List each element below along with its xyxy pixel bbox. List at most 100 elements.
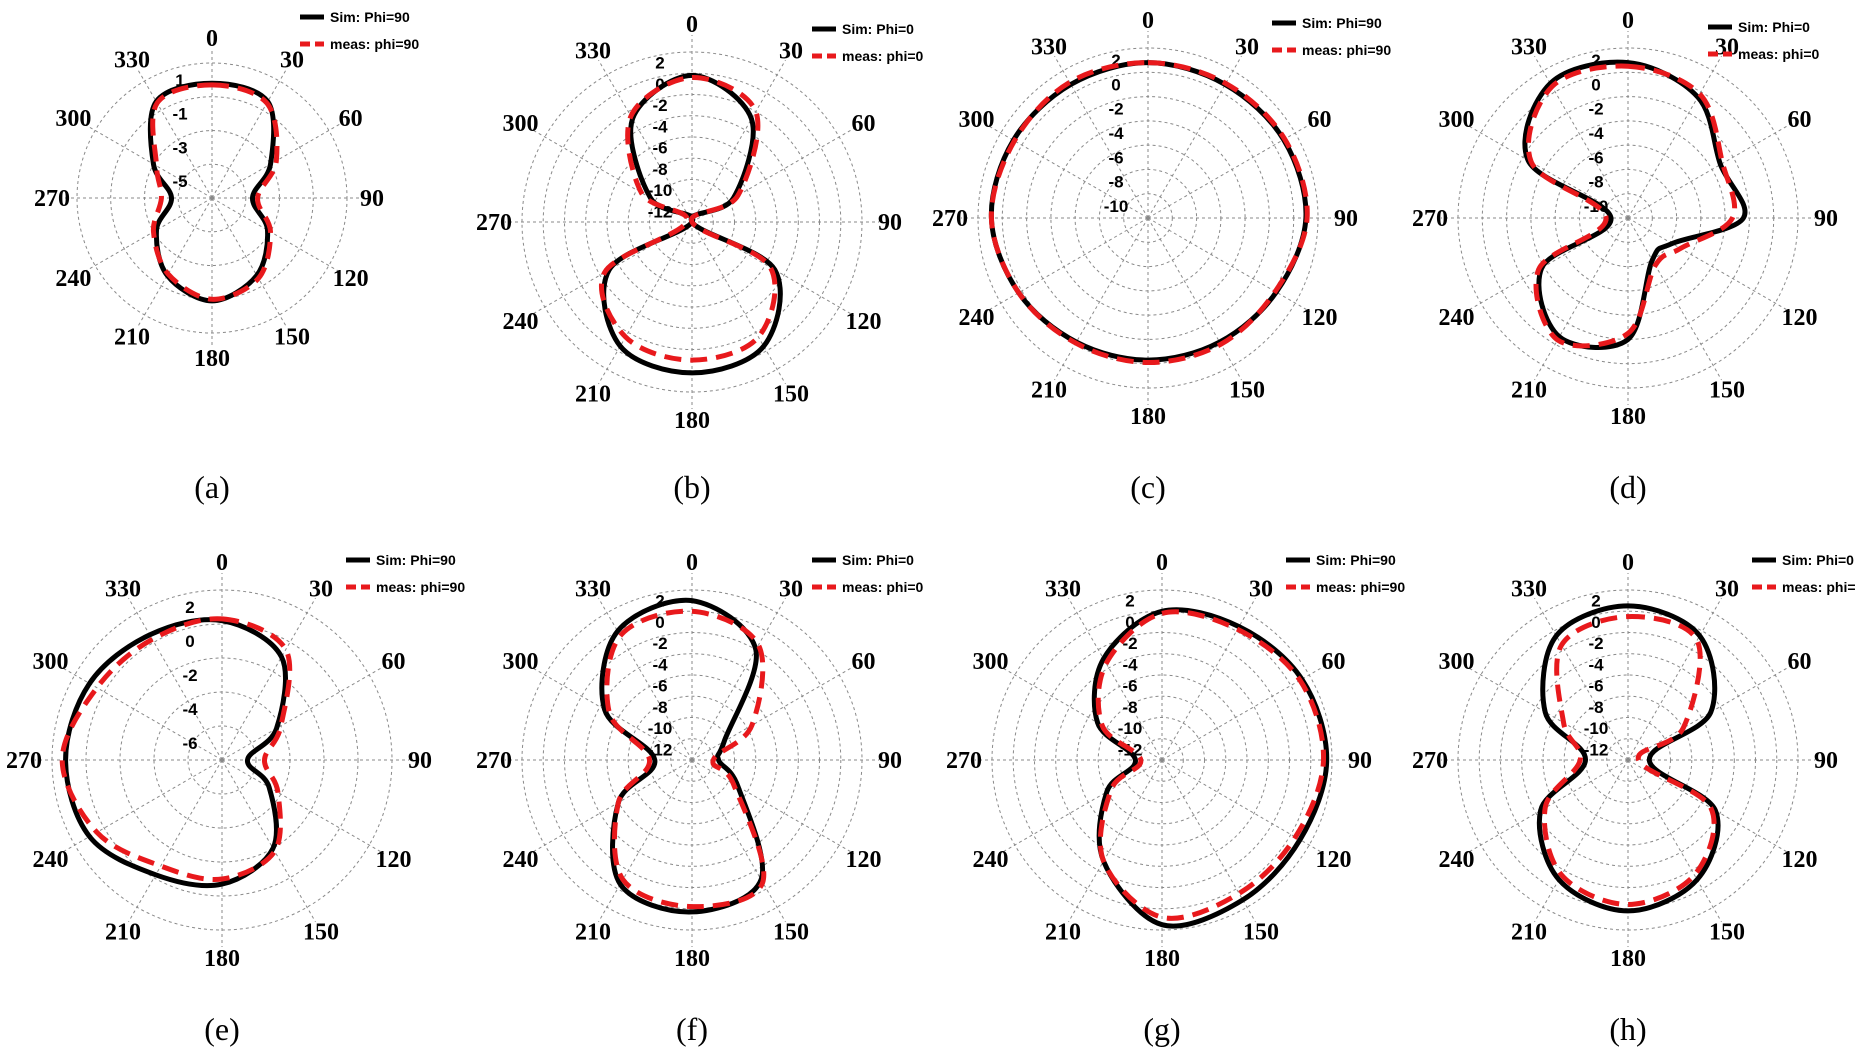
radial-tick-label: 0 xyxy=(655,613,664,632)
sim-series-line xyxy=(1536,603,1721,914)
spoke-line xyxy=(691,666,855,761)
angle-tick-label: 90 xyxy=(408,748,432,774)
radial-tick-label: 0 xyxy=(1591,613,1600,632)
legend-entry: Sim: Phi=90 xyxy=(376,552,456,568)
angle-tick-label: 90 xyxy=(1814,206,1838,232)
radial-tick-label: 2 xyxy=(655,54,664,73)
panel-caption: (f) xyxy=(676,1011,708,1047)
legend-entry: Sim: Phi=90 xyxy=(1302,15,1382,31)
spoke-line xyxy=(598,221,693,385)
grid-ring xyxy=(670,200,714,244)
angle-tick-label: 30 xyxy=(1715,577,1739,603)
radial-tick-label: 2 xyxy=(655,592,664,611)
angle-tick-label: 150 xyxy=(274,325,310,351)
grid-ring xyxy=(1521,653,1735,867)
panel-caption: (c) xyxy=(1130,469,1166,505)
meas-series-line xyxy=(1525,63,1738,349)
spoke-line xyxy=(59,666,223,761)
angle-tick-label: 0 xyxy=(1142,8,1154,34)
radial-tick-label: -10 xyxy=(1584,719,1609,738)
spoke-line xyxy=(128,759,223,923)
panel-caption: (h) xyxy=(1609,1011,1646,1047)
spoke-line xyxy=(1534,55,1629,219)
radial-tick-label: -6 xyxy=(1588,677,1603,696)
angle-tick-label: 120 xyxy=(376,847,412,873)
angle-tick-label: 90 xyxy=(360,186,384,212)
radial-tick-label: -5 xyxy=(172,172,187,191)
angle-tick-label: 180 xyxy=(1130,404,1166,430)
angle-tick-label: 330 xyxy=(1511,35,1547,61)
grid-ring xyxy=(1055,653,1269,867)
angle-tick-label: 90 xyxy=(1348,748,1372,774)
angle-tick-label: 330 xyxy=(1511,577,1547,603)
angle-tick-label: 30 xyxy=(309,577,333,603)
spoke-line xyxy=(1627,217,1791,312)
spoke-line xyxy=(1068,597,1163,761)
spoke-line xyxy=(598,759,693,923)
angle-tick-label: 330 xyxy=(105,577,141,603)
radial-tick-label: -8 xyxy=(1588,173,1603,192)
radial-tick-label: -4 xyxy=(652,655,668,674)
spoke-line xyxy=(1627,597,1722,761)
angle-tick-label: 330 xyxy=(114,47,150,73)
legend-entry: meas: phi=90 xyxy=(376,579,465,595)
angle-tick-label: 120 xyxy=(846,847,882,873)
radial-tick-label: -3 xyxy=(172,138,187,157)
angle-tick-label: 180 xyxy=(1144,946,1180,972)
spoke-line xyxy=(1068,759,1163,923)
angle-tick-label: 300 xyxy=(55,106,91,132)
spoke-line xyxy=(1147,217,1242,381)
angle-tick-label: 60 xyxy=(382,649,406,675)
spoke-line xyxy=(59,759,223,854)
radial-tick-label: -8 xyxy=(1108,173,1123,192)
angle-tick-label: 210 xyxy=(1511,920,1547,946)
angle-tick-label: 210 xyxy=(114,325,150,351)
grid-ring xyxy=(1097,695,1227,825)
radial-tick-label: 0 xyxy=(185,632,194,651)
spoke-line xyxy=(221,759,316,923)
angle-tick-label: 300 xyxy=(1439,649,1475,675)
spoke-line xyxy=(598,597,693,761)
legend-entry: Sim: Phi=90 xyxy=(330,9,410,25)
angle-tick-label: 210 xyxy=(575,382,611,408)
meas-series-line xyxy=(150,82,280,302)
polar-panel-0: 0 30 60 90 120 150 180 210 240 270 300 330 1 -1 -3 -5 Si… xyxy=(34,9,419,505)
angle-tick-label: 120 xyxy=(1302,305,1338,331)
radial-tick-label: -10 xyxy=(1118,719,1143,738)
legend-entry: Sim: Phi=0 xyxy=(842,21,914,37)
radial-tick-label: 2 xyxy=(185,598,194,617)
meas-series-line xyxy=(604,608,767,910)
sim-series-line xyxy=(1522,59,1748,351)
radial-tick-label: -6 xyxy=(182,734,197,753)
legend-entry: meas: phi=0 xyxy=(842,48,924,64)
spoke-line xyxy=(1161,597,1256,761)
spoke-line xyxy=(1147,217,1311,312)
sim-series-line xyxy=(63,617,288,889)
angle-tick-label: 0 xyxy=(1156,550,1168,576)
legend-entry: meas: phi=90 xyxy=(1302,42,1391,58)
angle-tick-label: 120 xyxy=(846,309,882,335)
angle-tick-label: 240 xyxy=(973,847,1009,873)
grid-ring xyxy=(585,115,799,329)
grid-ring xyxy=(1478,610,1778,910)
spoke-line xyxy=(691,759,786,923)
polar-panel-5: 0 30 60 90 120 150 180 210 240 270 300 330 2 0 -2 -4 -6 -… xyxy=(476,550,924,1047)
spoke-line xyxy=(691,221,786,385)
angle-tick-label: 30 xyxy=(779,577,803,603)
spoke-line xyxy=(1147,55,1242,219)
meas-series-line xyxy=(988,60,1310,366)
radial-tick-label: 2 xyxy=(1591,592,1600,611)
legend-entry: Sim: Phi=0 xyxy=(842,552,914,568)
angle-tick-label: 120 xyxy=(1782,305,1818,331)
sim-series-line xyxy=(599,597,765,915)
spoke-line xyxy=(529,666,693,761)
radial-tick-label: 0 xyxy=(655,75,664,94)
radial-tick-label: -4 xyxy=(1108,124,1124,143)
grid-ring xyxy=(85,623,359,897)
spoke-line xyxy=(691,59,786,223)
radial-tick-label: -8 xyxy=(1122,698,1137,717)
legend-entry: Sim: Phi=0 xyxy=(1738,19,1810,35)
radial-tick-label: 0 xyxy=(1125,613,1134,632)
angle-tick-label: 240 xyxy=(1439,305,1475,331)
